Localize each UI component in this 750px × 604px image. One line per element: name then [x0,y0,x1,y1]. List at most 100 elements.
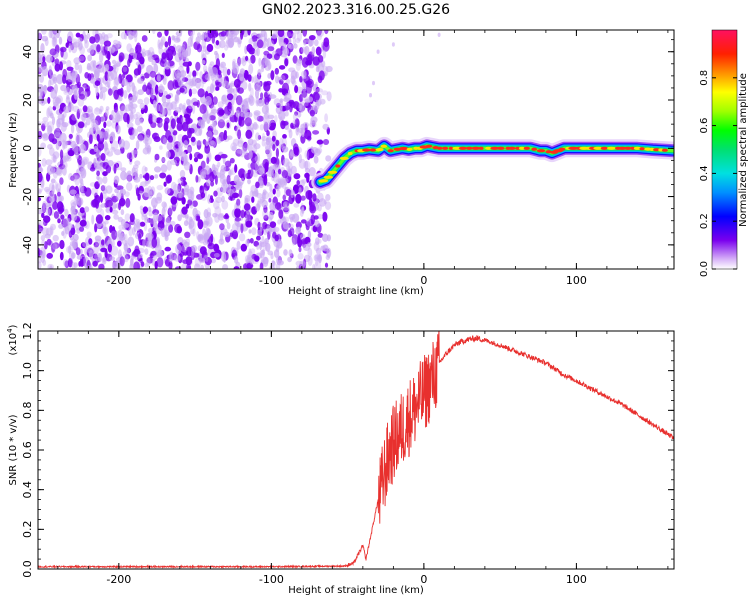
noise-dot [54,129,58,136]
noise-dot [64,208,69,217]
noise-dot [154,84,159,95]
noise-dot [304,160,309,170]
noise-dot [214,154,222,162]
noise-dot [69,189,77,195]
noise-dot [149,79,154,85]
noise-dot [161,201,167,208]
noise-dot [44,186,51,192]
noise-dot [132,127,136,139]
noise-dot [244,195,251,202]
x-tick-label: 0 [420,274,427,287]
noise-dot [274,234,279,242]
noise-dot [96,127,101,136]
noise-dot [161,157,166,163]
noise-dot [273,98,281,106]
noise-dot [93,107,101,115]
noise-dot [200,160,206,169]
noise-dot [257,85,262,92]
noise-dot [175,45,183,53]
noise-dot [265,242,271,252]
noise-dot [60,158,64,167]
snr-line [38,331,674,569]
noise-dot [64,140,68,146]
noise-dot [266,166,274,178]
noise-dot [226,93,234,101]
noise-dot [282,158,290,167]
noise-dot [188,71,192,77]
noise-dot [215,196,223,203]
noise-dot [232,188,238,193]
noise-dot [231,223,239,232]
noise-dot [89,45,95,55]
noise-dot [299,47,304,55]
noise-dot [54,132,61,141]
noise-dot [266,37,272,49]
noise-dot [299,260,306,268]
noise-dot [125,197,131,208]
noise-dot [96,134,100,142]
noise-dot [237,40,242,48]
noise-dot [262,132,265,142]
noise-dot [149,70,157,78]
noise-dot [316,30,322,36]
noise-dot [51,73,57,82]
noise-dot [207,194,212,204]
noise-dot [261,199,268,208]
noise-dot [234,164,238,173]
noise-dot [45,227,53,236]
noise-dot [111,59,117,65]
colorbar-tick-label: 0.8 [699,70,710,86]
noise-dot [213,129,219,136]
noise-dot [195,36,201,44]
noise-dot [238,116,242,126]
noise-dot [277,34,285,44]
colorbar-tick-label: 0.6 [699,118,710,134]
noise-dot [42,133,48,139]
noise-dot [147,206,152,213]
noise-dot [116,185,124,190]
ridge-hotspot [387,149,394,153]
noise-dot [102,162,109,170]
noise-dot [326,234,331,242]
colorbar-tick-label: 0.0 [699,261,710,277]
noise-dot [208,140,216,148]
noise-dot [49,147,55,157]
ridge-hotspot [496,146,505,150]
noise-dot [247,138,254,146]
noise-dot [93,60,97,69]
noise-dot [237,129,242,140]
noise-dot [264,60,272,72]
noise-dot [202,34,207,39]
noise-dot [170,118,176,129]
noise-dot [288,129,293,139]
noise-dot [66,59,72,69]
noise-dot [118,138,126,149]
noise-dot [161,52,167,60]
noise-dot [56,74,64,85]
y-tick-label: 0.2 [21,521,34,539]
noise-dot [182,160,190,166]
noise-dot [167,135,173,144]
noise-dot [165,48,173,60]
noise-dot [111,109,115,119]
noise-dot [221,94,227,105]
noise-dot [227,33,234,44]
noise-dot [153,220,158,231]
noise-dot [162,137,168,146]
ridge-hotspot [593,146,604,150]
noise-dot [270,70,275,81]
noise-dot [69,250,75,261]
noise-dot [204,95,212,106]
noise-dot [71,115,78,121]
y-tick-label: 0.6 [21,441,34,459]
noise-dot [49,48,57,56]
noise-dot [238,188,243,199]
noise-dot [67,31,74,42]
noise-dot [128,126,135,136]
noise-dot [134,160,141,166]
noise-dot [294,85,299,94]
noise-dot [165,94,172,99]
noise-dot [210,180,215,187]
noise-dot [191,245,198,252]
